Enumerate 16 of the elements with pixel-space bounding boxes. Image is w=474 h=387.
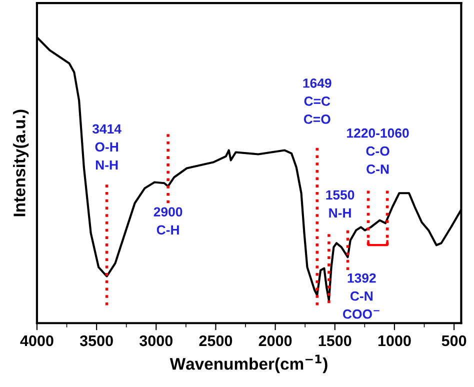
x-tick-label: 1000 (378, 335, 411, 346)
x-tick-label: 1500 (318, 335, 352, 346)
x-tick-label: 2500 (199, 335, 232, 346)
x-tick-label: 3000 (139, 335, 173, 346)
annotation: 1220-1060 C-O C-N (347, 128, 409, 174)
x-tick-label: 2000 (258, 335, 292, 346)
annotation: 3414 O-H N-H (92, 124, 122, 170)
x-tick-label: 500 (442, 335, 466, 346)
x-tick-label: 4000 (20, 335, 54, 346)
x-tick-label: 3500 (80, 335, 113, 346)
annotation: 1649 C=C C=O (303, 78, 332, 124)
annotation: 1550 N-H (326, 190, 354, 218)
annotation: 2900 C-H (154, 207, 182, 235)
annotation: 1392 C-N COO$^{−}$ (342, 273, 380, 319)
y-axis-title: Intensity(a.u.) (13, 110, 29, 216)
x-axis-title: Wavenumber(cm$^{−1}$) (170, 354, 328, 374)
